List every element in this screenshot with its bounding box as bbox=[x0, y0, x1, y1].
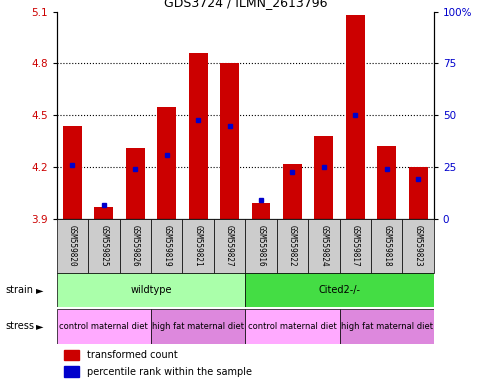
Bar bbox=[57, 219, 88, 273]
Bar bbox=[57, 273, 245, 307]
Bar bbox=[64, 366, 79, 377]
Bar bbox=[189, 53, 208, 219]
Text: wildtype: wildtype bbox=[130, 285, 172, 295]
Bar bbox=[315, 136, 333, 219]
Text: GSM559821: GSM559821 bbox=[194, 225, 203, 266]
Bar bbox=[409, 167, 427, 219]
Text: GSM559827: GSM559827 bbox=[225, 225, 234, 266]
Bar bbox=[346, 15, 365, 219]
Bar bbox=[151, 219, 182, 273]
Text: GSM559824: GSM559824 bbox=[319, 225, 328, 266]
Text: control maternal diet: control maternal diet bbox=[248, 322, 337, 331]
Bar bbox=[283, 164, 302, 219]
Bar bbox=[308, 219, 340, 273]
Bar bbox=[340, 309, 434, 344]
Bar bbox=[64, 350, 79, 360]
Bar bbox=[182, 219, 214, 273]
Bar bbox=[377, 146, 396, 219]
Text: GSM559826: GSM559826 bbox=[131, 225, 140, 266]
Text: control maternal diet: control maternal diet bbox=[60, 322, 148, 331]
Bar bbox=[340, 219, 371, 273]
Bar bbox=[251, 203, 270, 219]
Text: GSM559816: GSM559816 bbox=[256, 225, 266, 266]
Bar bbox=[245, 273, 434, 307]
Text: stress: stress bbox=[5, 321, 34, 331]
Bar bbox=[277, 219, 308, 273]
Bar bbox=[119, 219, 151, 273]
Bar bbox=[245, 309, 340, 344]
Text: transformed count: transformed count bbox=[87, 350, 177, 360]
Bar bbox=[126, 148, 145, 219]
Text: GSM559817: GSM559817 bbox=[351, 225, 360, 266]
Bar bbox=[220, 63, 239, 219]
Bar bbox=[371, 219, 402, 273]
Bar bbox=[88, 219, 119, 273]
Text: strain: strain bbox=[5, 285, 33, 295]
Bar bbox=[57, 309, 151, 344]
Text: ►: ► bbox=[35, 321, 43, 331]
Text: GSM559823: GSM559823 bbox=[414, 225, 423, 266]
Text: ►: ► bbox=[35, 285, 43, 295]
Text: high fat maternal diet: high fat maternal diet bbox=[341, 322, 433, 331]
Bar bbox=[402, 219, 434, 273]
Bar bbox=[214, 219, 246, 273]
Text: GSM559818: GSM559818 bbox=[382, 225, 391, 266]
Text: percentile rank within the sample: percentile rank within the sample bbox=[87, 366, 252, 377]
Bar bbox=[151, 309, 245, 344]
Title: GDS3724 / ILMN_2613796: GDS3724 / ILMN_2613796 bbox=[164, 0, 327, 9]
Text: GSM559819: GSM559819 bbox=[162, 225, 171, 266]
Bar bbox=[63, 126, 82, 219]
Text: GSM559825: GSM559825 bbox=[99, 225, 108, 266]
Text: high fat maternal diet: high fat maternal diet bbox=[152, 322, 244, 331]
Text: Cited2-/-: Cited2-/- bbox=[318, 285, 360, 295]
Bar bbox=[245, 219, 277, 273]
Bar bbox=[157, 107, 176, 219]
Bar bbox=[94, 207, 113, 219]
Text: GSM559822: GSM559822 bbox=[288, 225, 297, 266]
Text: GSM559820: GSM559820 bbox=[68, 225, 77, 266]
